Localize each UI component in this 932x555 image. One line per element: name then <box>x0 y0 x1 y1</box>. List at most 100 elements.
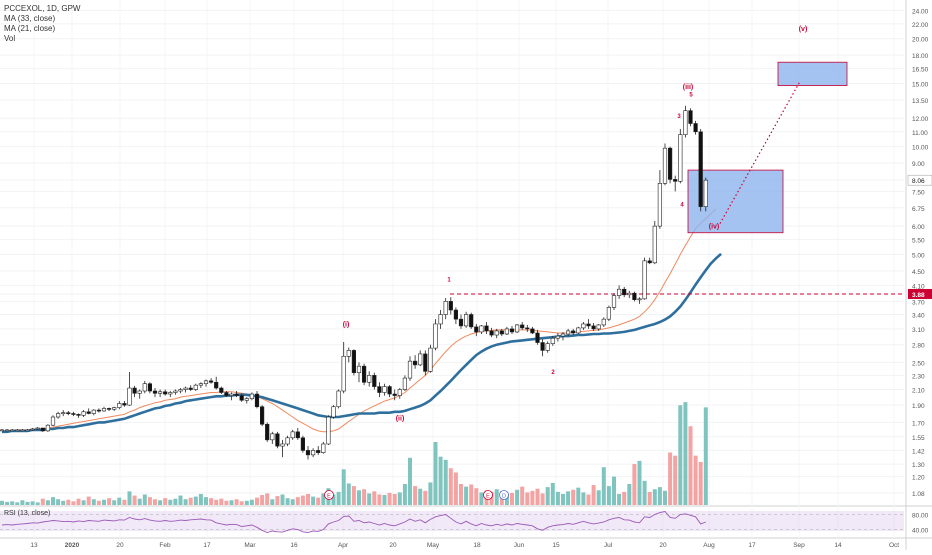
candle-body <box>66 412 71 414</box>
x-tick-label: Jul <box>604 542 613 549</box>
volume-bar <box>234 499 239 505</box>
candle-body <box>520 324 525 329</box>
candle-body <box>25 429 30 432</box>
volume-bar <box>612 476 616 505</box>
candle-body <box>305 450 311 456</box>
volume-bar <box>142 494 147 505</box>
wave-label: 1 <box>447 278 451 284</box>
y-tick-label: 1.42 <box>912 448 925 455</box>
candle-body <box>203 380 209 385</box>
volume-bar <box>555 491 560 505</box>
level-price-tag <box>908 288 932 299</box>
volume-bar <box>606 486 611 505</box>
candle-body <box>152 390 158 394</box>
y-tick-label: 12.00 <box>912 116 929 123</box>
x-tick-label: Feb <box>159 542 171 549</box>
candle-body <box>642 260 647 300</box>
volume-bar <box>173 498 178 505</box>
volume-bar <box>316 497 321 505</box>
wave-label: (iv) <box>709 224 720 231</box>
volume-bar <box>453 472 458 505</box>
volume-bar <box>678 405 683 505</box>
volume-bar <box>479 492 484 505</box>
volume-bar <box>66 499 71 505</box>
volume-bar <box>581 492 586 505</box>
x-tick-label: 2020 <box>65 542 80 549</box>
y-tick-label: 20.00 <box>912 37 929 44</box>
y-tick-label: 2.10 <box>912 388 925 395</box>
candle-body <box>622 288 627 296</box>
volume-bar <box>520 486 525 505</box>
volume-bar <box>586 494 591 505</box>
volume-bar <box>561 493 565 505</box>
y-tick-label: 10.00 <box>912 145 929 152</box>
volume-bar <box>188 497 193 505</box>
volume-bar <box>357 490 361 505</box>
volume-bar <box>617 493 622 505</box>
volume-bar <box>642 480 647 505</box>
volume-bar <box>244 500 249 505</box>
volume-bar <box>448 468 453 505</box>
volume-bar <box>56 499 61 505</box>
candle-body <box>81 411 86 416</box>
legend-ma21: MA (21, close) <box>4 24 56 33</box>
candle-body <box>275 433 280 447</box>
volume-bar <box>285 498 290 505</box>
candle-body <box>5 429 10 432</box>
volume-bar <box>132 495 137 505</box>
candle-body <box>214 381 219 389</box>
candle-body <box>219 387 224 393</box>
candle-body <box>387 386 392 395</box>
volume-bar <box>402 484 407 505</box>
volume-bar <box>86 496 91 505</box>
volume-bar <box>224 500 229 505</box>
candle-body <box>693 123 698 133</box>
event-marker <box>483 490 493 500</box>
candle-body <box>637 298 642 301</box>
volume-bar <box>372 491 377 505</box>
candle-body <box>443 301 448 315</box>
volume-bar <box>657 487 662 505</box>
candle-body <box>20 429 25 432</box>
x-tick-label: 17 <box>203 542 211 549</box>
volume-bar <box>219 498 224 505</box>
last-price-tag <box>907 174 932 186</box>
candle-body <box>224 392 229 396</box>
volume-bar <box>10 501 15 505</box>
volume-bar <box>193 496 198 505</box>
volume-bar <box>300 495 305 505</box>
candle-body <box>662 147 668 184</box>
volume-bar <box>571 489 576 505</box>
candle-body <box>91 409 96 414</box>
legend-ma33: MA (33, close) <box>4 14 56 23</box>
volume-bar <box>545 487 550 505</box>
y-tick-label: 1.30 <box>912 462 925 469</box>
candle-body <box>423 353 428 372</box>
candle-body <box>341 355 346 392</box>
volume-bar <box>147 497 152 505</box>
candle-body <box>290 431 295 439</box>
rsi-label: RSI (13, close) <box>4 510 50 517</box>
candle-body <box>474 326 479 333</box>
x-tick-label: Apr <box>338 542 349 549</box>
volume-bar <box>637 460 642 505</box>
candle-body <box>581 323 586 329</box>
legend-vol: Vol <box>4 34 16 43</box>
volume-bar <box>45 500 50 505</box>
candle-body <box>132 387 137 394</box>
candle-body <box>96 409 101 412</box>
candle-body <box>163 391 168 395</box>
candle-body <box>86 411 91 414</box>
candle-body <box>326 416 331 445</box>
candle-body <box>535 332 540 343</box>
x-tick-label: 17 <box>748 542 756 549</box>
volume-bar <box>413 486 418 505</box>
candle-body <box>254 393 260 408</box>
volume-bar <box>25 501 30 505</box>
volume-bar <box>464 486 469 505</box>
candle-body <box>367 375 372 383</box>
y-tick-label: 24.00 <box>912 8 929 15</box>
volume-bar <box>428 482 433 505</box>
volume-bar <box>367 493 372 505</box>
